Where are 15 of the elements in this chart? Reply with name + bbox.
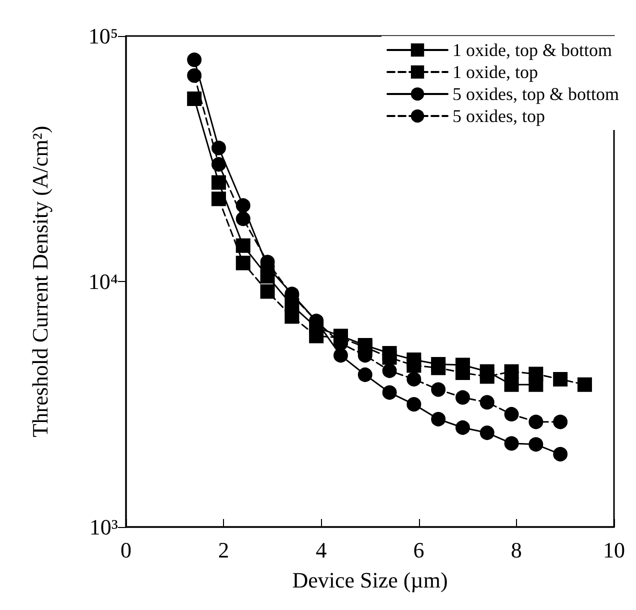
legend-label: 1 oxide, top: [452, 62, 538, 82]
y-tick-label: 10⁵: [88, 24, 118, 48]
x-tick-label: 0: [120, 538, 132, 562]
x-tick-label: 10: [603, 538, 625, 562]
y-tick-label: 10³: [89, 514, 118, 540]
legend-label: 5 oxides, top: [452, 106, 545, 126]
y-tick-label: 10⁴: [88, 269, 118, 294]
x-axis-title: Device Size (µm): [292, 568, 448, 592]
x-tick-label: 6: [413, 538, 424, 562]
x-tick-label: 8: [510, 538, 522, 562]
legend-label: 1 oxide, top & bottom: [452, 40, 612, 60]
legend-label: 5 oxides, top & bottom: [452, 84, 619, 104]
y-axis-title: Threshold Current Density (A/cm²): [28, 126, 52, 438]
x-tick-label: 2: [218, 538, 230, 562]
x-tick-label: 4: [316, 538, 327, 562]
